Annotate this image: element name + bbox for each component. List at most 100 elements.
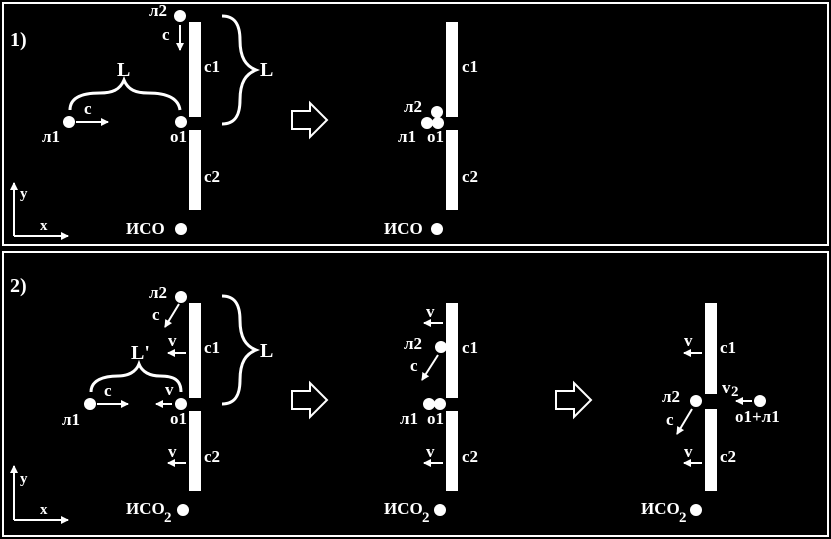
photon-l1: [423, 398, 435, 410]
observer-o1: [175, 116, 187, 128]
label-frame: ИСО: [641, 499, 680, 518]
axes-1: y x: [10, 182, 69, 240]
label-speed-l2: с: [162, 25, 170, 44]
photon-l2: [690, 395, 702, 407]
photon-l2: [431, 106, 443, 118]
label-c1: с1: [204, 338, 220, 357]
mirror-c2: [189, 411, 201, 491]
label-dist-v: L: [260, 59, 273, 81]
mirror-c1: [446, 303, 458, 398]
label-speed-l1: с: [104, 381, 112, 400]
axis-x-label: x: [40, 502, 48, 518]
frame-dot: [690, 504, 702, 516]
label-l1: л1: [62, 410, 80, 429]
mirror-c1: [705, 303, 717, 394]
label-c2: с2: [462, 447, 478, 466]
panel-2-after: с1 с2 v л2 с v 2 о1+л1 v ИСО 2: [641, 303, 780, 526]
panel-2: 2) y x с1 с2 л2 с v л1 с v о1: [10, 275, 780, 526]
panel-1-number: 1): [10, 29, 27, 51]
label-v-c2: v: [168, 442, 177, 461]
brace-vertical: [221, 294, 261, 406]
brace-horizontal: [68, 75, 182, 111]
label-v-c2: v: [426, 442, 435, 461]
frame-dot: [177, 504, 189, 516]
label-o1: о1: [170, 409, 187, 428]
label-dist-h: L': [131, 342, 150, 364]
label-v-c1: v: [426, 302, 435, 321]
label-o1: о1: [170, 127, 187, 146]
label-c1: с1: [462, 57, 478, 76]
label-frame: ИСО: [384, 219, 423, 238]
mirror-c2: [446, 130, 458, 210]
label-o1-l1: о1+л1: [735, 407, 780, 426]
observer-o1-l1: [754, 395, 766, 407]
label-dist-v: L: [260, 340, 273, 362]
label-v2: v: [722, 378, 731, 397]
axes-2: y x: [10, 465, 69, 524]
label-c1: с1: [720, 338, 736, 357]
photon-l2: [435, 341, 447, 353]
label-l2: л2: [149, 283, 167, 302]
label-frame-sub: 2: [422, 510, 430, 526]
label-speed-l2: с: [666, 410, 674, 429]
label-c2: с2: [720, 447, 736, 466]
panel-2-middle: с1 с2 v л2 с л1 о1 v ИСО 2: [384, 302, 478, 526]
observer-o1: [175, 398, 187, 410]
frame-dot: [434, 504, 446, 516]
mirror-c1: [446, 22, 458, 117]
label-speed-l1: с: [84, 99, 92, 118]
label-o1: о1: [427, 409, 444, 428]
photon-l1: [421, 117, 433, 129]
arrow-right-icon: [291, 380, 329, 420]
arrow-right-icon: [291, 100, 329, 140]
panel-2-number: 2): [10, 275, 27, 297]
arrow-right-icon: [555, 380, 593, 420]
label-frame: ИСО: [126, 499, 165, 518]
photon-l1: [84, 398, 96, 410]
label-l2: л2: [662, 387, 680, 406]
label-dist-h: L: [117, 59, 130, 81]
label-frame-sub: 2: [679, 510, 687, 526]
frame-dot: [175, 223, 187, 235]
label-l1: л1: [42, 127, 60, 146]
label-frame: ИСО: [384, 499, 423, 518]
axis-x-label: x: [40, 218, 48, 234]
label-frame-sub: 2: [164, 510, 172, 526]
label-c1: с1: [462, 338, 478, 357]
panel-1-before: с1 с2 л2 с л1 с о1 L L ИСО: [42, 1, 273, 238]
label-c2: с2: [462, 167, 478, 186]
label-speed-l2: с: [410, 356, 418, 375]
photon-l1: [63, 116, 75, 128]
frame-dot: [431, 223, 443, 235]
label-v-c2: v: [684, 442, 693, 461]
axis-y-label: y: [20, 471, 28, 487]
label-v-o1: v: [165, 380, 174, 399]
label-v2-sub: 2: [731, 384, 739, 400]
mirror-c2: [446, 411, 458, 491]
label-c1: с1: [204, 57, 220, 76]
panel-2-frame: [2, 251, 829, 537]
photon-l2: [175, 291, 187, 303]
mirror-c1: [189, 22, 201, 117]
label-v-c1: v: [684, 331, 693, 350]
brace-horizontal: [89, 359, 183, 393]
label-o1: о1: [427, 127, 444, 146]
label-l1: л1: [400, 409, 418, 428]
label-l2: л2: [404, 97, 422, 116]
panel-1-frame: [2, 2, 829, 246]
mirror-c2: [705, 409, 717, 491]
mirror-c1: [189, 303, 201, 398]
axis-y-label: y: [20, 186, 28, 202]
label-frame: ИСО: [126, 219, 165, 238]
observer-o1: [432, 117, 444, 129]
mirror-c2: [189, 130, 201, 210]
label-speed-l2: с: [152, 305, 160, 324]
label-l2: л2: [149, 1, 167, 20]
brace-vertical: [221, 14, 261, 126]
observer-o1: [434, 398, 446, 410]
panel-1-after: с1 с2 л2 л1 о1 ИСО: [384, 22, 478, 238]
label-c2: с2: [204, 447, 220, 466]
panel-2-before: с1 с2 л2 с v л1 с v о1 v L' L ИСО 2: [62, 283, 273, 526]
label-l2: л2: [404, 334, 422, 353]
